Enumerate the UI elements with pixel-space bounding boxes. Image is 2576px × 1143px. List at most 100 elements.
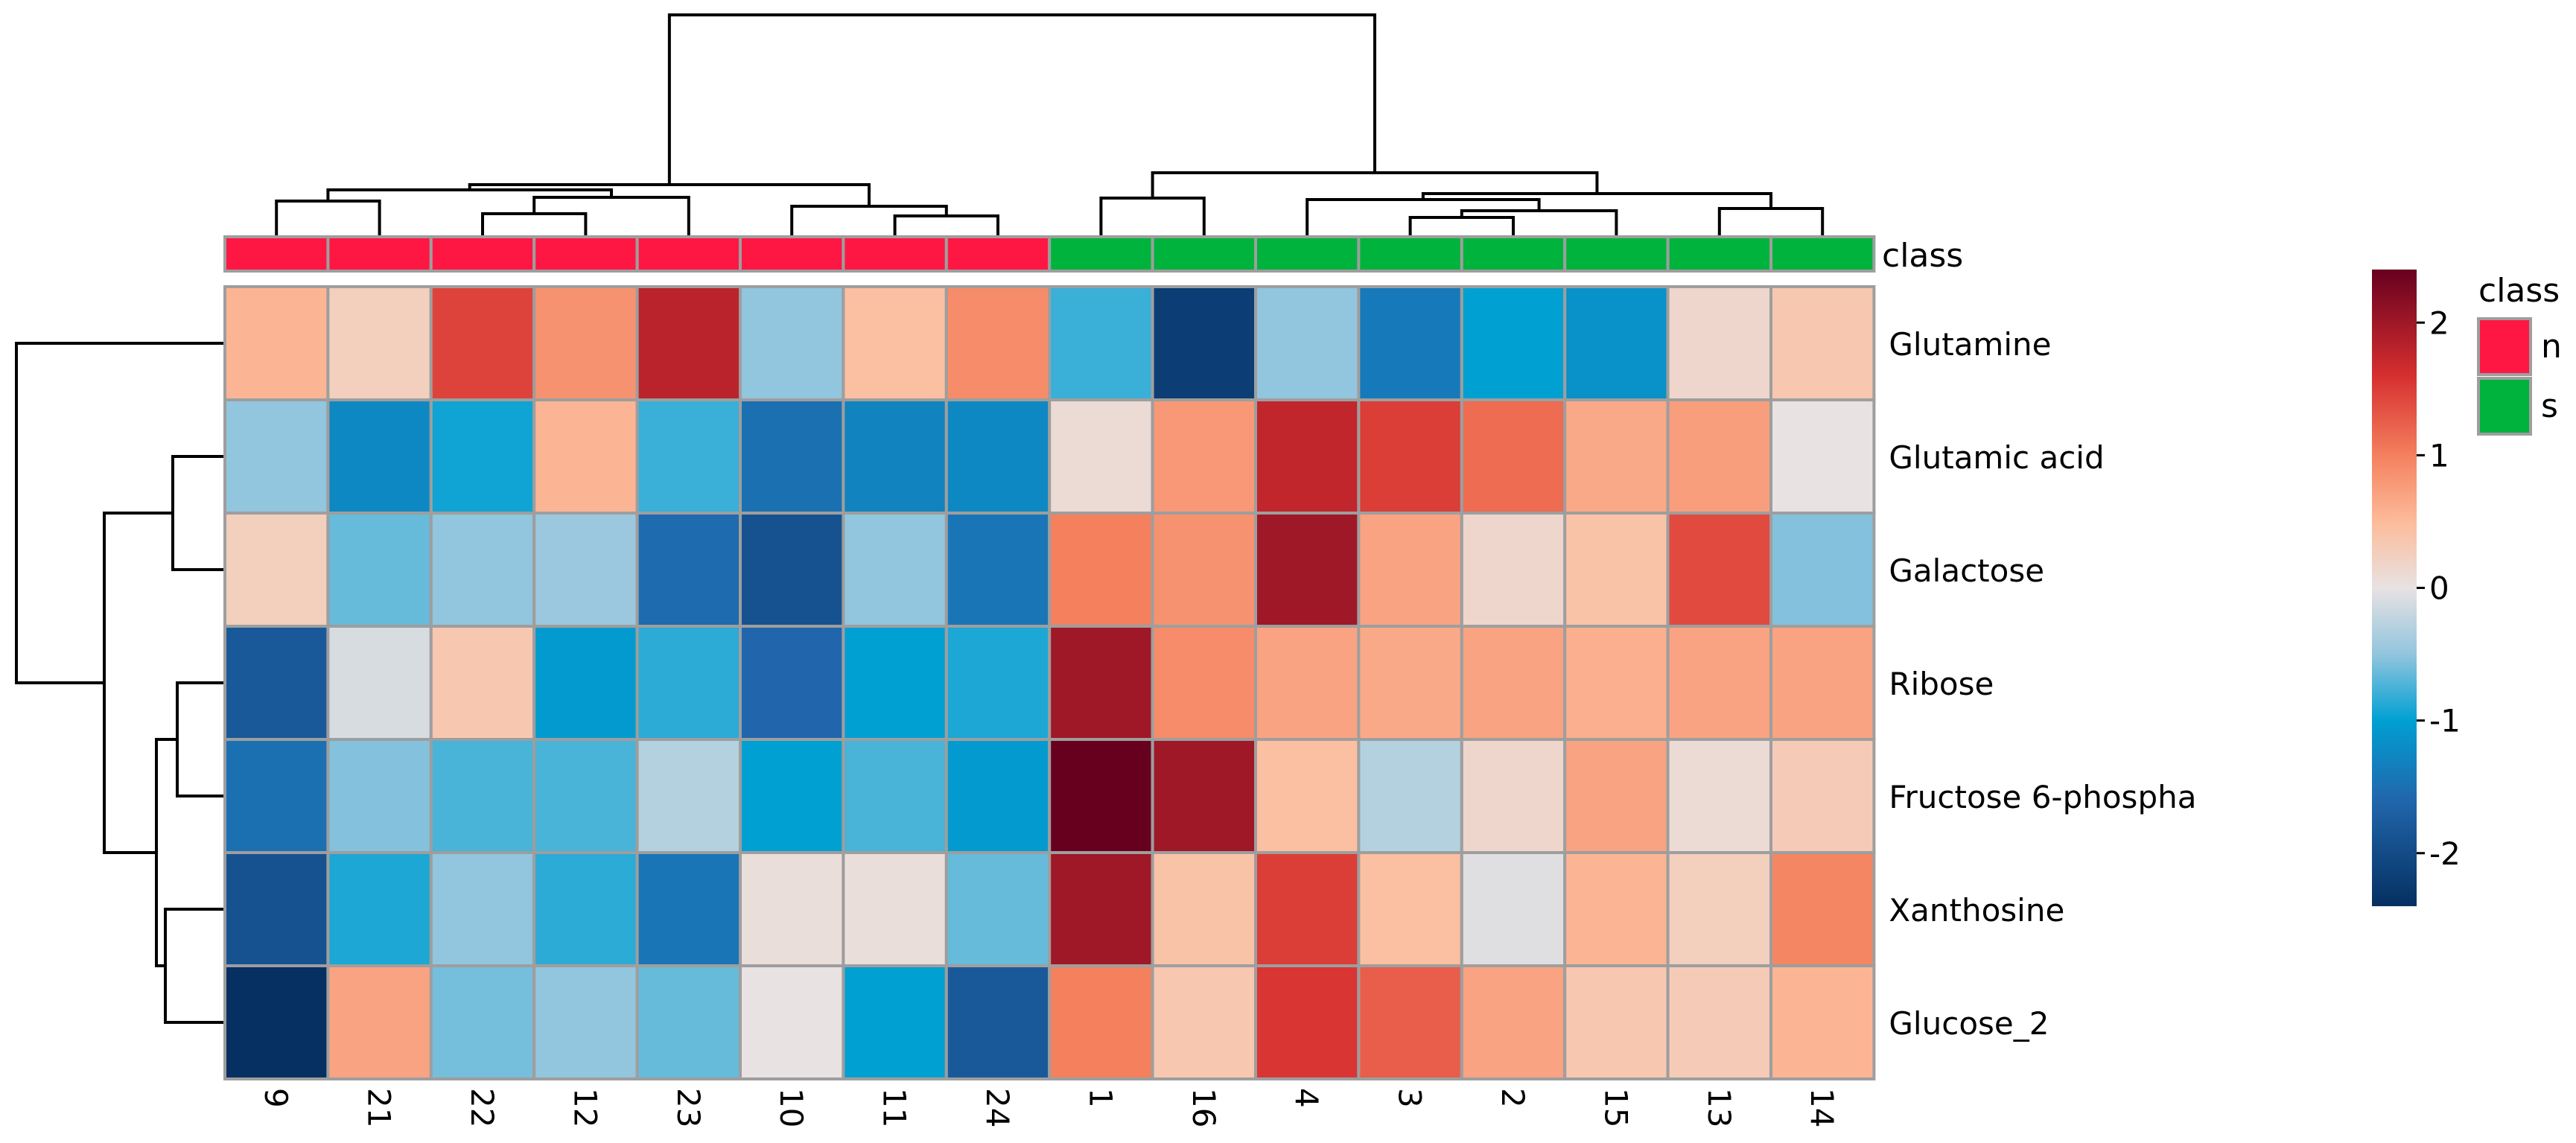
heatmap-cell xyxy=(842,398,948,515)
heatmap-cell xyxy=(944,285,1052,401)
heatmap-cell xyxy=(326,738,433,854)
dendrogram-branch xyxy=(481,212,588,238)
heatmap-cell xyxy=(1357,738,1463,854)
class-annotation-label: class xyxy=(1882,237,1963,275)
class-annotation-cell xyxy=(1254,235,1361,273)
heatmap-cell xyxy=(1769,512,1876,628)
heatmap-cell xyxy=(326,285,433,401)
heatmap-cell xyxy=(739,851,845,967)
column-label: 3 xyxy=(1392,1088,1428,1108)
heatmap-cell xyxy=(1254,285,1361,401)
heatmap-cell xyxy=(532,625,639,741)
heatmap-cell xyxy=(429,851,536,967)
heatmap-cell xyxy=(739,512,845,628)
heatmap-cell xyxy=(429,512,536,628)
heatmap-cell xyxy=(1460,964,1567,1080)
heatmap-cell xyxy=(532,398,639,515)
heatmap-cell xyxy=(532,285,639,401)
heatmap-cell xyxy=(1769,964,1876,1080)
class-annotation-cell xyxy=(1769,235,1876,273)
heatmap-cell xyxy=(1254,851,1361,967)
heatmap-cell xyxy=(1460,512,1567,628)
heatmap-cell xyxy=(1769,738,1876,854)
heatmap-cell xyxy=(1769,285,1876,401)
column-label: 11 xyxy=(877,1088,913,1127)
heatmap-cell xyxy=(1048,964,1154,1080)
column-label: 2 xyxy=(1495,1088,1531,1108)
heatmap-cell xyxy=(1357,398,1463,515)
class-annotation-cell xyxy=(223,235,330,273)
heatmap-cell xyxy=(1563,964,1670,1080)
heatmap-cell xyxy=(1563,625,1670,741)
heatmap-cell xyxy=(1357,964,1463,1080)
heatmap-cell xyxy=(635,964,742,1080)
dendrogram-branch xyxy=(468,183,871,208)
heatmap-cell xyxy=(326,512,433,628)
heatmap-cell xyxy=(1254,512,1361,628)
color-scale-tick-label: -2 xyxy=(2429,835,2461,872)
heatmap-cell xyxy=(635,512,742,628)
heatmap-cell xyxy=(1666,398,1773,515)
heatmap-cell xyxy=(429,738,536,854)
dendrogram-branch xyxy=(103,512,174,854)
dendrogram-branch xyxy=(171,455,226,571)
color-scale-ticks: 2 1 0 -1 -2 xyxy=(2417,305,2461,872)
heatmap-cell xyxy=(1254,964,1361,1080)
column-label: 21 xyxy=(361,1088,398,1127)
heatmap-cell xyxy=(635,625,742,741)
column-label: 23 xyxy=(670,1088,707,1127)
class-legend: ns xyxy=(2477,317,2562,436)
heatmap-cell xyxy=(326,851,433,967)
heatmap-cell xyxy=(326,398,433,515)
heatmap-cell xyxy=(1769,398,1876,515)
column-label: 4 xyxy=(1288,1088,1325,1108)
heatmap-cell xyxy=(1048,625,1154,741)
heatmap-cell xyxy=(223,851,330,967)
heatmap-cell xyxy=(223,512,330,628)
heatmap-cell xyxy=(1357,625,1463,741)
heatmap-cell xyxy=(1357,512,1463,628)
heatmap-cell xyxy=(1666,851,1773,967)
heatmap-cell xyxy=(842,512,948,628)
heatmap-cell xyxy=(532,512,639,628)
heatmap-cell xyxy=(1666,285,1773,401)
column-labels: 9 21 22 12 23 10 11 24 1 16 4 3 2 15 13 14 xyxy=(258,1088,1840,1127)
dendrogram-branch xyxy=(1717,207,1825,238)
heatmap-cell xyxy=(944,738,1052,854)
heatmap-cell xyxy=(1151,398,1257,515)
heatmap-cell xyxy=(842,285,948,401)
dendrogram-branch xyxy=(1408,216,1515,238)
heatmap-cell xyxy=(1460,738,1567,854)
heatmap-cell xyxy=(1151,851,1257,967)
column-label: 13 xyxy=(1701,1088,1737,1127)
class-annotation-cell xyxy=(739,235,845,273)
heatmap-cell xyxy=(842,964,948,1080)
heatmap-cell xyxy=(1563,398,1670,515)
dendrogram-branch xyxy=(15,342,226,684)
heatmap-cell xyxy=(1357,851,1463,967)
heatmap-cell xyxy=(326,964,433,1080)
heatmap-cell xyxy=(1357,285,1463,401)
heatmap-cell xyxy=(1563,851,1670,967)
color-scale-tick-label: -1 xyxy=(2429,703,2461,739)
legend-label-s: s xyxy=(2541,387,2558,425)
column-label: 14 xyxy=(1804,1088,1840,1127)
class-annotation-cell xyxy=(326,235,433,273)
color-scale-bar xyxy=(2372,270,2417,906)
heatmap-cell xyxy=(739,738,845,854)
class-annotation-cell xyxy=(429,235,536,273)
column-label: 12 xyxy=(567,1088,603,1127)
dendrogram-branch xyxy=(893,214,999,238)
class-annotation-bar xyxy=(223,235,1876,273)
row-label: Ribose xyxy=(1889,666,1994,702)
heatmap-cell xyxy=(1151,512,1257,628)
dendrogram-branch xyxy=(176,681,226,797)
column-label: 15 xyxy=(1597,1088,1634,1127)
heatmap-cell xyxy=(739,398,845,515)
heatmap-cell xyxy=(532,851,639,967)
heatmap-cell xyxy=(944,964,1052,1080)
heatmap-cell xyxy=(1460,851,1567,967)
heatmap-cell xyxy=(1254,738,1361,854)
heatmap-cell xyxy=(429,398,536,515)
